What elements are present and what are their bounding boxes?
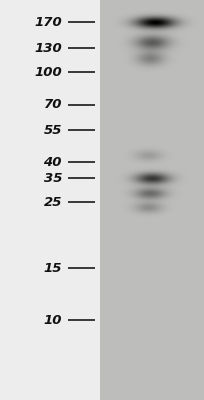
Text: 10: 10 — [43, 314, 62, 326]
Text: 170: 170 — [34, 16, 62, 28]
Text: 130: 130 — [34, 42, 62, 54]
Text: 35: 35 — [43, 172, 62, 184]
Text: 70: 70 — [43, 98, 62, 112]
Text: 15: 15 — [43, 262, 62, 274]
Text: 25: 25 — [43, 196, 62, 208]
Text: 40: 40 — [43, 156, 62, 168]
Text: 100: 100 — [34, 66, 62, 78]
Text: 55: 55 — [43, 124, 62, 136]
